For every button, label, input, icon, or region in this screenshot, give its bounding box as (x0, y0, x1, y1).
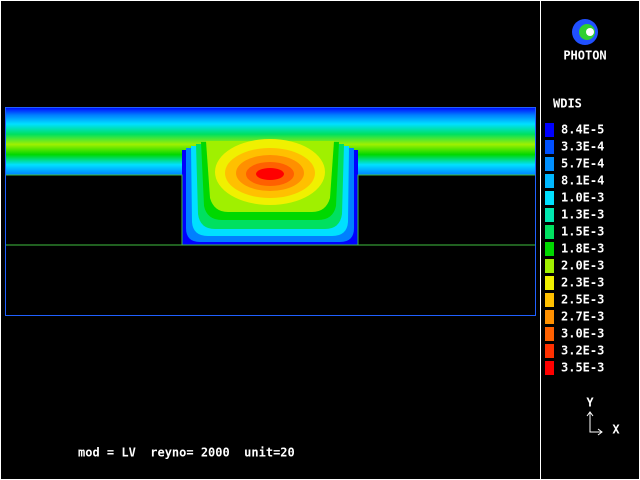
contour (256, 168, 284, 180)
legend-swatch (545, 310, 554, 324)
legend-swatch (545, 344, 554, 358)
legend-swatch (545, 259, 554, 273)
legend-label: 8.4E-5 (561, 123, 604, 137)
legend-label: 2.5E-3 (561, 293, 604, 307)
legend-swatch (545, 225, 554, 239)
legend-title: WDIS (553, 97, 582, 111)
legend-swatch (545, 276, 554, 290)
legend-label: 2.0E-3 (561, 259, 604, 273)
contour-plot (5, 107, 536, 316)
legend-label: 3.2E-3 (561, 344, 604, 358)
legend-swatch (545, 242, 554, 256)
logo-icon (586, 28, 594, 36)
legend-label: 5.7E-4 (561, 157, 604, 171)
legend-label: 1.5E-3 (561, 225, 604, 239)
legend-swatch (545, 293, 554, 307)
domain-outline (5, 107, 536, 316)
legend-label: 2.7E-3 (561, 310, 604, 324)
axis-icon: Y X (586, 396, 620, 437)
logo-text: PHOTON (563, 49, 606, 63)
legend-swatch (545, 191, 554, 205)
legend-swatch (545, 361, 554, 375)
legend-label: 8.1E-4 (561, 174, 604, 188)
legend-label: 3.3E-4 (561, 140, 604, 154)
legend-swatch (545, 123, 554, 137)
legend-label: 1.8E-3 (561, 242, 604, 256)
legend-label: 2.3E-3 (561, 276, 604, 290)
legend-swatch (545, 327, 554, 341)
logo: PHOTON (563, 19, 607, 63)
legend-swatch (545, 174, 554, 188)
legend-label: 1.3E-3 (561, 208, 604, 222)
legend-swatch (545, 140, 554, 154)
legend-label: 3.0E-3 (561, 327, 604, 341)
axis-arrows (586, 411, 603, 436)
legend-label: 1.0E-3 (561, 191, 604, 205)
block-outline (5, 174, 535, 246)
legend-label: 3.5E-3 (561, 361, 604, 375)
axis-label: X (612, 423, 620, 437)
axis-label: Y (586, 396, 594, 410)
status-text: mod = LV reyno= 2000 unit=20 (78, 446, 295, 460)
legend: 8.4E-5 3.3E-4 5.7E-4 8.1E-4 1.0E-3 1.3E-3 1.5E… (545, 123, 604, 375)
legend-swatch (545, 157, 554, 171)
legend-swatch (545, 208, 554, 222)
